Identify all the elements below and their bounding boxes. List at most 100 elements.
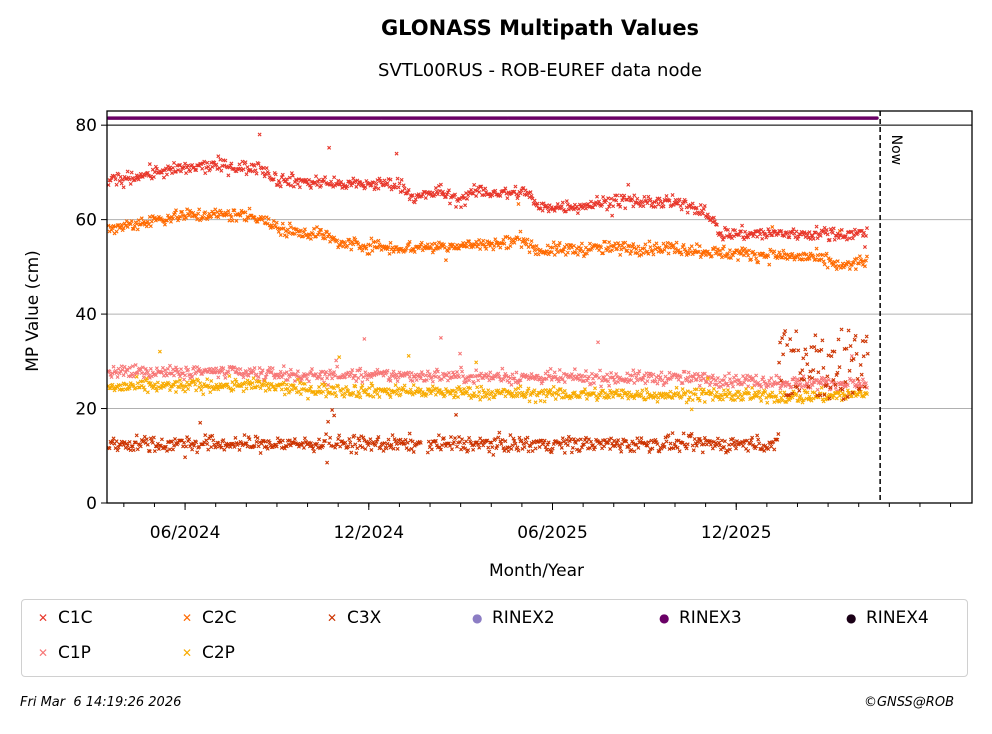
- point-c1p: [789, 384, 794, 389]
- point-c2c: [195, 217, 200, 222]
- point-c1p: [681, 369, 686, 374]
- point-c3x: [799, 377, 804, 382]
- point-c1c: [461, 193, 466, 198]
- point-c1p: [162, 368, 167, 373]
- point-c3x: [837, 365, 842, 370]
- point-c2p: [759, 398, 764, 403]
- point-c2c: [312, 226, 316, 231]
- point-c3x: [363, 446, 368, 451]
- point-c1p: [702, 371, 707, 376]
- point-c2p: [344, 384, 349, 389]
- point-c2c: [738, 249, 743, 254]
- point-c1c: [758, 232, 763, 237]
- point-c3x: [159, 437, 164, 442]
- point-c2c: [178, 214, 183, 219]
- point-c1p: [722, 374, 727, 379]
- point-c2p: [271, 384, 276, 389]
- point-c1c: [194, 168, 199, 173]
- point-c1c: [839, 227, 844, 232]
- point-c3x: [131, 448, 136, 453]
- point-c3x: [496, 435, 501, 440]
- point-c1c: [138, 171, 143, 176]
- point-c2p: [733, 397, 738, 402]
- point-c2p: [858, 389, 863, 394]
- point-c2p: [267, 387, 272, 392]
- point-c1p: [634, 375, 639, 380]
- point-c1p: [278, 369, 283, 374]
- point-c1c: [670, 192, 675, 197]
- point-c1p: [419, 370, 424, 375]
- point-c3x: [836, 337, 841, 342]
- point-c2c: [824, 251, 829, 256]
- point-c3x: [722, 439, 727, 444]
- point-c1p: [479, 371, 484, 376]
- point-c2p: [248, 382, 253, 387]
- point-c2c: [721, 244, 726, 249]
- point-c2p: [861, 394, 866, 399]
- point-c2c: [650, 248, 655, 253]
- point-c2p: [402, 383, 407, 388]
- legend-marker-rinex4: ●: [846, 611, 857, 625]
- point-c1p: [133, 363, 138, 368]
- point-c3x: [325, 460, 330, 465]
- point-c3x: [618, 446, 623, 451]
- point-c1c: [603, 200, 608, 205]
- point-c3x: [550, 446, 555, 451]
- point-c3x: [218, 443, 223, 448]
- point-c2p: [519, 393, 524, 398]
- point-c1c: [459, 205, 464, 210]
- point-c1c: [437, 188, 442, 193]
- point-c1c: [737, 233, 742, 238]
- point-c3x: [544, 447, 549, 452]
- point-c1p: [715, 376, 720, 381]
- point-c3x: [620, 442, 625, 446]
- point-c2c: [847, 266, 852, 271]
- point-c2p: [120, 387, 125, 392]
- point-c2p: [537, 390, 542, 395]
- point-c2c: [631, 242, 636, 247]
- point-c1c: [198, 161, 203, 166]
- point-c2c: [571, 243, 576, 248]
- point-c3x: [214, 444, 219, 449]
- point-c2c: [300, 234, 305, 239]
- point-c2p: [330, 391, 335, 396]
- point-c2c: [478, 246, 483, 251]
- point-c3x: [453, 436, 458, 441]
- point-c2p: [468, 386, 473, 391]
- point-c2p: [533, 400, 538, 405]
- point-c1c: [382, 178, 387, 183]
- point-c1p: [633, 371, 638, 376]
- point-c2c: [719, 255, 724, 260]
- point-c1c: [349, 183, 354, 188]
- point-c1c: [121, 185, 126, 190]
- point-c1p: [833, 385, 838, 390]
- point-c2c: [216, 215, 221, 220]
- point-c1p: [646, 374, 651, 379]
- point-c1p: [259, 371, 264, 376]
- point-c1p: [474, 368, 479, 373]
- point-c2c: [800, 257, 805, 262]
- point-c1p: [299, 376, 304, 381]
- point-c1p: [260, 368, 265, 373]
- point-c1p: [122, 364, 127, 369]
- point-c1p: [552, 370, 557, 375]
- point-c1c: [229, 161, 234, 166]
- point-c2p: [136, 385, 141, 390]
- point-c2p: [406, 353, 411, 358]
- point-c2c: [618, 252, 623, 257]
- point-c2p: [451, 389, 455, 394]
- point-c3x: [184, 444, 189, 449]
- point-c2c: [237, 211, 242, 216]
- point-c3x: [330, 408, 335, 412]
- point-c2c: [623, 240, 628, 245]
- point-c1c: [583, 206, 588, 211]
- point-c2c: [543, 251, 548, 256]
- point-c3x: [865, 351, 870, 356]
- point-c2p: [706, 388, 711, 393]
- point-c2c: [445, 248, 450, 253]
- point-c2p: [518, 384, 523, 389]
- point-c2p: [452, 395, 456, 400]
- point-c3x: [631, 441, 636, 446]
- point-c2c: [863, 258, 868, 263]
- point-c3x: [798, 371, 803, 376]
